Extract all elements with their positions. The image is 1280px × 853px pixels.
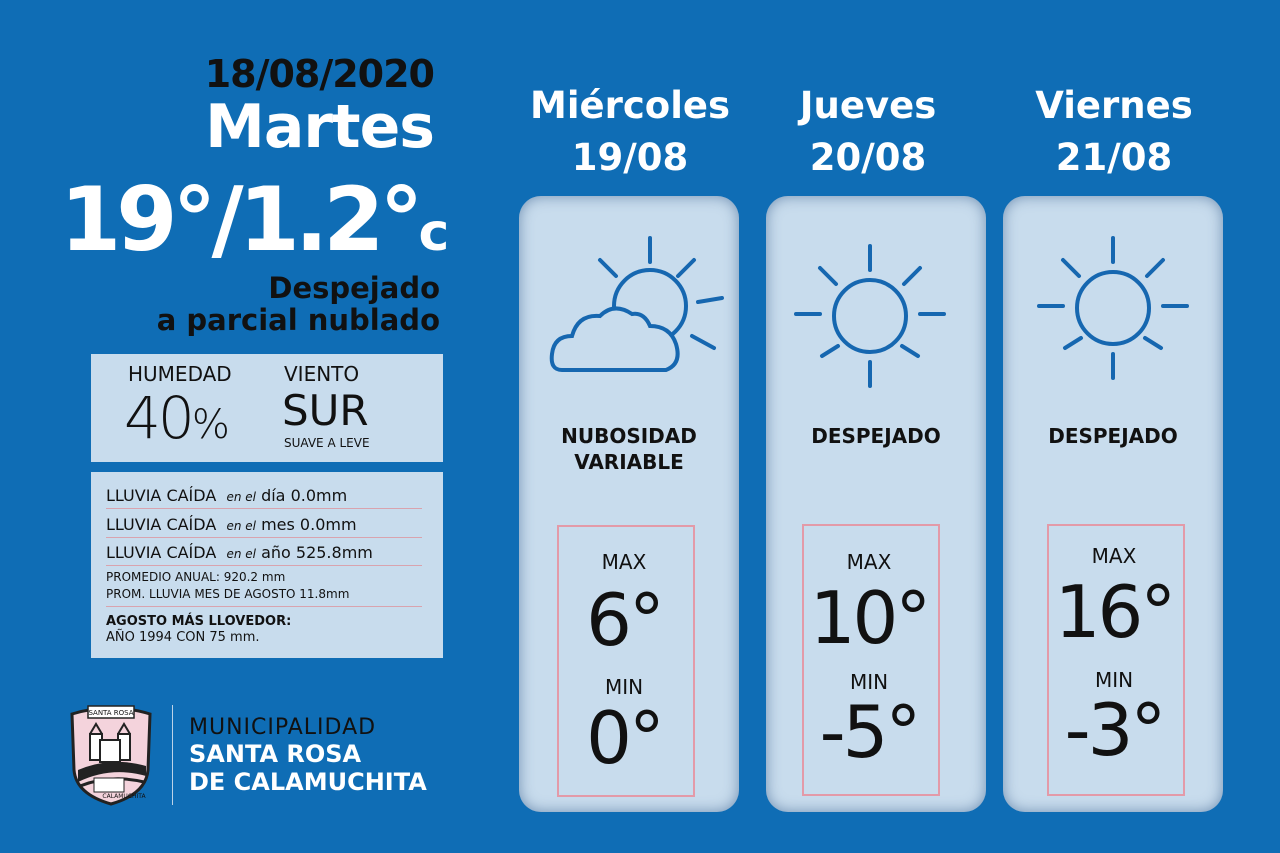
condition-line-1: DESPEJADO [1048, 424, 1178, 448]
record-title: AGOSTO MÁS LLOVEDOR: [106, 614, 292, 629]
wind-label: VIENTO [284, 362, 360, 386]
divider [106, 537, 422, 538]
min-temp: -3° [1064, 688, 1167, 772]
temp-unit: c [418, 203, 450, 263]
rain-label: LLUVIA CAÍDA [106, 543, 217, 562]
forecast-card-3 [1003, 196, 1223, 812]
forecast-condition-3: DESPEJADO [1003, 423, 1223, 449]
condition-line-2: a parcial nublado [156, 303, 440, 337]
rain-connector: en el [226, 547, 256, 561]
logo-divider [172, 705, 173, 805]
rain-value: 0.0mm [290, 486, 348, 505]
min-label: MIN [1094, 668, 1134, 692]
forecast-day-date: 20/08 [809, 136, 927, 179]
municipality-line-2: SANTA ROSA [189, 740, 362, 768]
condition-line-1: Despejado [268, 271, 440, 305]
forecast-day-1-header: Miércoles 19/08 [510, 80, 750, 184]
rain-connector: en el [226, 490, 256, 504]
temp-box-1 [557, 525, 695, 797]
rain-connector: en el [226, 519, 256, 533]
rain-month-row: LLUVIA CAÍDA en el mes 0.0mm [106, 515, 357, 534]
max-temp: 6° [586, 578, 665, 662]
rain-label: LLUVIA CAÍDA [106, 515, 217, 534]
forecast-day-3-header: Viernes 21/08 [994, 80, 1234, 184]
current-date: 18/08/2020 [204, 52, 435, 96]
condition-line-1: NUBOSIDAD [561, 424, 697, 448]
municipality-name: SANTA ROSA DE CALAMUCHITA [189, 740, 427, 796]
min-temp: 0° [586, 696, 665, 780]
logo-text-bottom: CALAMUCHITA [102, 793, 146, 800]
min-temp: -5° [819, 690, 922, 774]
rain-year-row: LLUVIA CAÍDA en el año 525.8mm [106, 543, 373, 562]
sun-icon [794, 244, 946, 388]
rain-value: 525.8mm [295, 543, 373, 562]
divider [106, 508, 422, 509]
forecast-condition-1: NUBOSIDAD VARIABLE [519, 423, 739, 475]
logo-text-top: SANTA ROSA [88, 709, 133, 717]
current-day: Martes [205, 92, 435, 162]
humidity-value: 40% [124, 384, 230, 452]
wind-direction: SUR [282, 386, 369, 435]
humidity-unit: % [191, 402, 230, 448]
temp-box-2 [802, 524, 940, 796]
annual-average: PROMEDIO ANUAL: 920.2 mm [106, 570, 286, 584]
forecast-condition-2: DESPEJADO [766, 423, 986, 449]
sun-icon [1037, 236, 1189, 380]
humidity-label: HUMEDAD [128, 362, 232, 386]
forecast-day-date: 19/08 [571, 136, 689, 179]
current-min-temp: 1.2° [238, 168, 424, 271]
max-temp: 10° [809, 576, 932, 660]
record-value: AÑO 1994 CON 75 mm. [106, 630, 260, 645]
temp-box-3 [1047, 524, 1185, 796]
forecast-card-1 [519, 196, 739, 812]
min-label: MIN [604, 675, 644, 699]
divider [106, 565, 422, 566]
rain-day-row: LLUVIA CAÍDA en el día 0.0mm [106, 486, 347, 505]
rain-label: LLUVIA CAÍDA [106, 486, 217, 505]
partly-cloudy-icon [549, 236, 724, 372]
august-average: PROM. LLUVIA MES DE AGOSTO 11.8mm [106, 587, 350, 601]
min-label: MIN [849, 670, 889, 694]
forecast-day-name: Viernes [1035, 84, 1193, 127]
current-max-temp: 19° [60, 168, 216, 271]
municipality-crest-logo: SANTA ROSA CALAMUCHITA [70, 705, 152, 806]
max-label: MAX [1091, 544, 1137, 568]
rain-period: mes [261, 515, 295, 534]
forecast-day-date: 21/08 [1055, 136, 1173, 179]
rain-value: 0.0mm [299, 515, 357, 534]
current-temperature: 19°/1.2°c [60, 168, 449, 283]
forecast-day-name: Miércoles [530, 84, 730, 127]
humidity-number: 40 [124, 384, 195, 452]
forecast-day-2-header: Jueves 20/08 [748, 80, 988, 184]
condition-line-2: VARIABLE [574, 450, 684, 474]
condition-line-1: DESPEJADO [811, 424, 941, 448]
rain-period: día [261, 486, 286, 505]
max-temp: 16° [1054, 570, 1177, 654]
rain-period: año [261, 543, 291, 562]
municipality-line-1: MUNICIPALIDAD [189, 715, 377, 740]
max-label: MAX [846, 550, 892, 574]
temp-separator: / [211, 168, 243, 271]
max-label: MAX [601, 550, 647, 574]
divider [106, 606, 422, 607]
wind-speed: SUAVE A LEVE [284, 436, 370, 450]
current-condition: Despejado a parcial nublado [90, 272, 440, 336]
forecast-day-name: Jueves [799, 84, 937, 127]
humidity-wind-panel [91, 354, 443, 462]
municipality-line-3: DE CALAMUCHITA [189, 768, 427, 796]
